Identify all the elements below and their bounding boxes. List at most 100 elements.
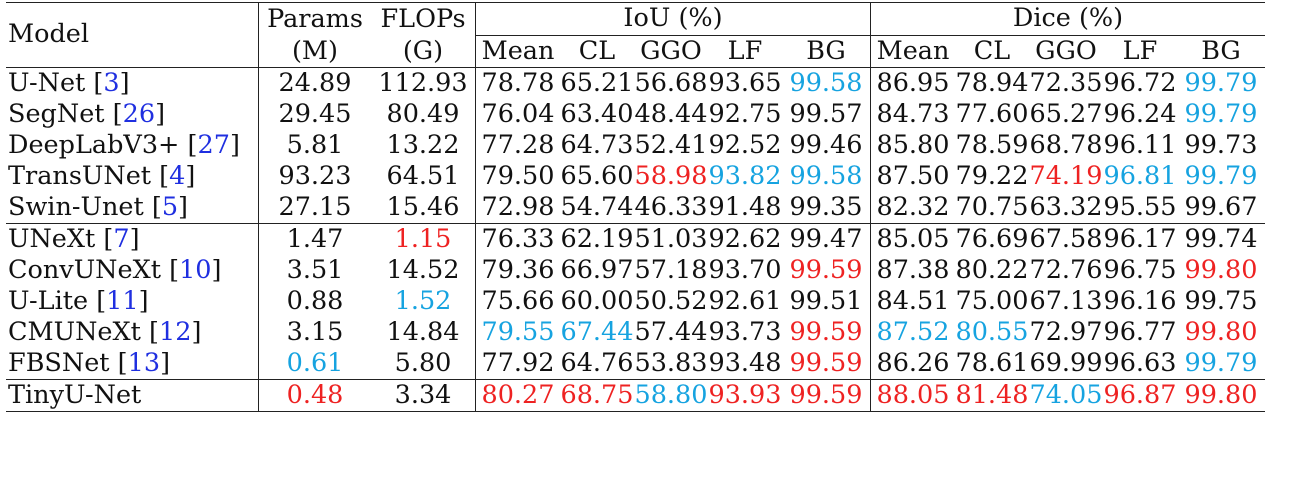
dice-mean-cell: 86.95 <box>871 68 956 100</box>
header-iou: IoU (%) <box>476 3 871 36</box>
citation-link[interactable]: 12 <box>159 317 191 347</box>
iou-cl-cell: 64.73 <box>560 130 634 161</box>
header-dice-bg: BG <box>1177 36 1265 68</box>
dice-bg-cell: 99.80 <box>1177 380 1265 412</box>
iou-bg-cell: 99.51 <box>782 286 871 317</box>
iou-lf-cell: 93.73 <box>708 317 782 348</box>
dice-mean-cell: 84.73 <box>871 99 956 130</box>
dice-ggo-cell: 67.13 <box>1029 286 1103 317</box>
model-name-cell: Swin-Unet [5] <box>6 192 259 224</box>
table-row: TinyU-Net 0.48 3.34 80.27 68.75 58.80 93.93 99.… <box>6 380 1265 412</box>
model-name-cell: U-Net [3] <box>6 68 259 100</box>
header-iou-ggo: GGO <box>634 36 708 68</box>
dice-ggo-cell: 72.35 <box>1029 68 1103 100</box>
iou-lf-cell: 93.65 <box>708 68 782 100</box>
iou-bg-cell: 99.58 <box>782 68 871 100</box>
dice-lf-cell: 96.17 <box>1103 224 1177 256</box>
iou-ggo-cell: 56.68 <box>634 68 708 100</box>
header-row-1: Model Params FLOPs IoU (%) Dice (%) <box>6 3 1265 36</box>
flops-cell: 3.34 <box>371 380 476 412</box>
iou-lf-cell: 92.61 <box>708 286 782 317</box>
citation-link[interactable]: 13 <box>128 348 160 378</box>
iou-cl-cell: 62.19 <box>560 224 634 256</box>
iou-lf-cell: 93.48 <box>708 348 782 380</box>
dice-ggo-cell: 74.19 <box>1029 161 1103 192</box>
dice-ggo-cell: 72.76 <box>1029 255 1103 286</box>
dice-cl-cell: 78.59 <box>955 130 1029 161</box>
dice-bg-cell: 99.79 <box>1177 68 1265 100</box>
table-row: TransUNet [4] 93.23 64.51 79.50 65.60 58.98 93… <box>6 161 1265 192</box>
iou-lf-cell: 93.70 <box>708 255 782 286</box>
params-cell: 29.45 <box>259 99 372 130</box>
iou-mean-cell: 76.04 <box>476 99 561 130</box>
table-row: FBSNet [13] 0.61 5.80 77.92 64.76 53.83 93.48 9… <box>6 348 1265 380</box>
citation-link[interactable]: 5 <box>162 192 178 222</box>
iou-mean-cell: 79.55 <box>476 317 561 348</box>
iou-cl-cell: 68.75 <box>560 380 634 412</box>
iou-mean-cell: 79.50 <box>476 161 561 192</box>
table-row: U-Lite [11] 0.88 1.52 75.66 60.00 50.52 92.61 9… <box>6 286 1265 317</box>
model-name: U-Lite <box>8 286 88 316</box>
params-cell: 1.47 <box>259 224 372 256</box>
model-name: TinyU-Net <box>8 380 141 410</box>
flops-cell: 5.80 <box>371 348 476 380</box>
iou-mean-cell: 77.28 <box>476 130 561 161</box>
dice-ggo-cell: 65.27 <box>1029 99 1103 130</box>
citation-link[interactable]: 11 <box>106 286 138 316</box>
dice-cl-cell: 76.69 <box>955 224 1029 256</box>
iou-cl-cell: 65.21 <box>560 68 634 100</box>
dice-lf-cell: 96.75 <box>1103 255 1177 286</box>
dice-lf-cell: 96.11 <box>1103 130 1177 161</box>
citation-link[interactable]: 26 <box>123 99 155 129</box>
flops-cell: 1.15 <box>371 224 476 256</box>
params-cell: 0.88 <box>259 286 372 317</box>
dice-mean-cell: 87.38 <box>871 255 956 286</box>
iou-ggo-cell: 46.33 <box>634 192 708 224</box>
iou-lf-cell: 92.52 <box>708 130 782 161</box>
dice-lf-cell: 96.63 <box>1103 348 1177 380</box>
citation-link[interactable]: 4 <box>169 161 185 191</box>
dice-mean-cell: 85.80 <box>871 130 956 161</box>
citation-link[interactable]: 7 <box>113 224 129 254</box>
iou-lf-cell: 92.75 <box>708 99 782 130</box>
dice-cl-cell: 75.00 <box>955 286 1029 317</box>
model-name-cell: FBSNet [13] <box>6 348 259 380</box>
params-cell: 0.48 <box>259 380 372 412</box>
model-name: CMUNeXt <box>8 317 141 347</box>
iou-mean-cell: 72.98 <box>476 192 561 224</box>
iou-mean-cell: 77.92 <box>476 348 561 380</box>
iou-lf-cell: 93.82 <box>708 161 782 192</box>
iou-bg-cell: 99.59 <box>782 348 871 380</box>
model-name-cell: TransUNet [4] <box>6 161 259 192</box>
model-name: UNeXt <box>8 224 95 254</box>
dice-bg-cell: 99.80 <box>1177 255 1265 286</box>
citation-link[interactable]: 3 <box>103 68 119 98</box>
dice-ggo-cell: 67.58 <box>1029 224 1103 256</box>
iou-mean-cell: 79.36 <box>476 255 561 286</box>
dice-cl-cell: 80.55 <box>955 317 1029 348</box>
iou-cl-cell: 60.00 <box>560 286 634 317</box>
dice-cl-cell: 77.60 <box>955 99 1029 130</box>
header-iou-mean: Mean <box>476 36 561 68</box>
model-name: TransUNet <box>8 161 151 191</box>
citation-link[interactable]: 10 <box>179 255 211 285</box>
header-dice-mean: Mean <box>871 36 956 68</box>
dice-mean-cell: 85.05 <box>871 224 956 256</box>
iou-ggo-cell: 57.18 <box>634 255 708 286</box>
model-name-cell: CMUNeXt [12] <box>6 317 259 348</box>
iou-ggo-cell: 50.52 <box>634 286 708 317</box>
model-name: DeepLabV3+ <box>8 130 179 160</box>
dice-lf-cell: 96.16 <box>1103 286 1177 317</box>
dice-bg-cell: 99.79 <box>1177 348 1265 380</box>
iou-bg-cell: 99.57 <box>782 99 871 130</box>
dice-lf-cell: 96.24 <box>1103 99 1177 130</box>
header-iou-cl: CL <box>560 36 634 68</box>
dice-lf-cell: 95.55 <box>1103 192 1177 224</box>
flops-cell: 13.22 <box>371 130 476 161</box>
dice-cl-cell: 81.48 <box>955 380 1029 412</box>
model-name-cell: UNeXt [7] <box>6 224 259 256</box>
iou-mean-cell: 75.66 <box>476 286 561 317</box>
citation-link[interactable]: 27 <box>197 130 229 160</box>
iou-cl-cell: 66.97 <box>560 255 634 286</box>
iou-cl-cell: 67.44 <box>560 317 634 348</box>
